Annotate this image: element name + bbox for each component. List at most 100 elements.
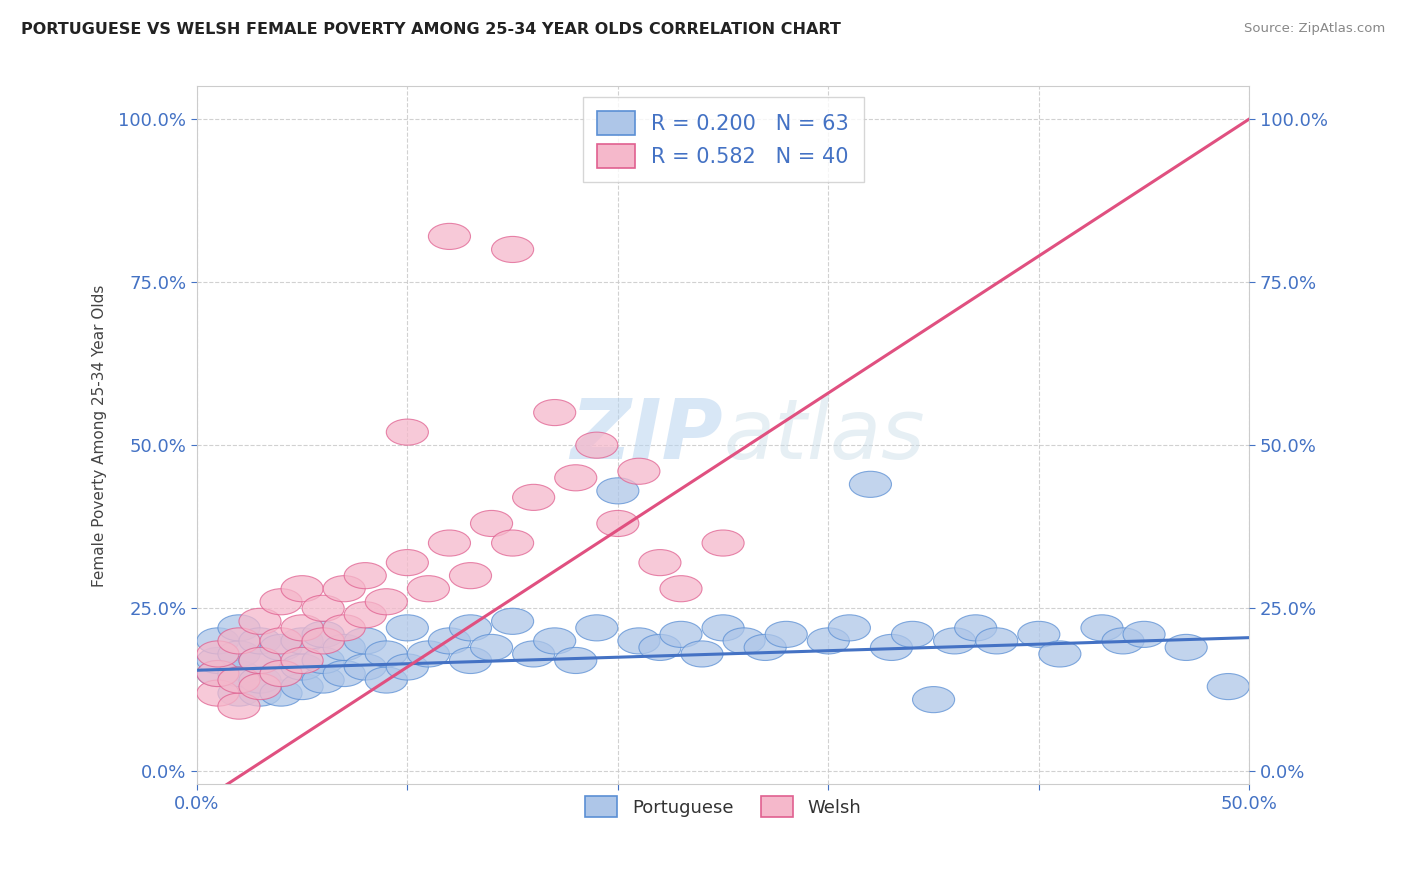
Ellipse shape xyxy=(492,608,534,634)
Ellipse shape xyxy=(218,680,260,706)
Ellipse shape xyxy=(450,563,492,589)
Ellipse shape xyxy=(471,510,513,536)
Ellipse shape xyxy=(702,615,744,640)
Ellipse shape xyxy=(617,458,659,484)
Ellipse shape xyxy=(387,654,429,680)
Ellipse shape xyxy=(302,628,344,654)
Ellipse shape xyxy=(218,667,260,693)
Ellipse shape xyxy=(387,549,429,575)
Ellipse shape xyxy=(976,628,1018,654)
Ellipse shape xyxy=(260,660,302,687)
Ellipse shape xyxy=(239,648,281,673)
Ellipse shape xyxy=(828,615,870,640)
Text: PORTUGUESE VS WELSH FEMALE POVERTY AMONG 25-34 YEAR OLDS CORRELATION CHART: PORTUGUESE VS WELSH FEMALE POVERTY AMONG… xyxy=(21,22,841,37)
Ellipse shape xyxy=(344,602,387,628)
Ellipse shape xyxy=(429,628,471,654)
Ellipse shape xyxy=(450,648,492,673)
Ellipse shape xyxy=(1039,640,1081,667)
Ellipse shape xyxy=(534,628,575,654)
Ellipse shape xyxy=(638,634,681,660)
Ellipse shape xyxy=(281,615,323,640)
Ellipse shape xyxy=(575,432,617,458)
Ellipse shape xyxy=(302,622,344,648)
Ellipse shape xyxy=(239,628,281,654)
Ellipse shape xyxy=(281,673,323,699)
Legend: Portuguese, Welsh: Portuguese, Welsh xyxy=(578,789,869,824)
Ellipse shape xyxy=(1081,615,1123,640)
Ellipse shape xyxy=(596,510,638,536)
Ellipse shape xyxy=(429,223,471,250)
Ellipse shape xyxy=(239,673,281,699)
Ellipse shape xyxy=(955,615,997,640)
Ellipse shape xyxy=(239,680,281,706)
Ellipse shape xyxy=(197,648,239,673)
Ellipse shape xyxy=(870,634,912,660)
Ellipse shape xyxy=(596,478,638,504)
Ellipse shape xyxy=(218,693,260,719)
Ellipse shape xyxy=(513,484,555,510)
Ellipse shape xyxy=(534,400,575,425)
Ellipse shape xyxy=(408,575,450,602)
Ellipse shape xyxy=(344,628,387,654)
Ellipse shape xyxy=(239,608,281,634)
Ellipse shape xyxy=(429,530,471,556)
Ellipse shape xyxy=(638,549,681,575)
Ellipse shape xyxy=(323,575,366,602)
Ellipse shape xyxy=(934,628,976,654)
Ellipse shape xyxy=(323,634,366,660)
Ellipse shape xyxy=(344,654,387,680)
Ellipse shape xyxy=(1166,634,1208,660)
Ellipse shape xyxy=(450,615,492,640)
Ellipse shape xyxy=(702,530,744,556)
Text: atlas: atlas xyxy=(723,395,925,476)
Ellipse shape xyxy=(513,640,555,667)
Ellipse shape xyxy=(471,634,513,660)
Ellipse shape xyxy=(387,419,429,445)
Ellipse shape xyxy=(555,648,596,673)
Ellipse shape xyxy=(492,530,534,556)
Ellipse shape xyxy=(260,628,302,654)
Ellipse shape xyxy=(281,628,323,654)
Ellipse shape xyxy=(807,628,849,654)
Ellipse shape xyxy=(891,622,934,648)
Ellipse shape xyxy=(218,615,260,640)
Ellipse shape xyxy=(912,687,955,713)
Ellipse shape xyxy=(681,640,723,667)
Ellipse shape xyxy=(281,654,323,680)
Ellipse shape xyxy=(260,589,302,615)
Ellipse shape xyxy=(239,667,281,693)
Ellipse shape xyxy=(281,575,323,602)
Ellipse shape xyxy=(1102,628,1144,654)
Ellipse shape xyxy=(197,640,239,667)
Ellipse shape xyxy=(197,628,239,654)
Ellipse shape xyxy=(659,575,702,602)
Ellipse shape xyxy=(659,622,702,648)
Text: Source: ZipAtlas.com: Source: ZipAtlas.com xyxy=(1244,22,1385,36)
Ellipse shape xyxy=(302,595,344,622)
Ellipse shape xyxy=(218,660,260,687)
Ellipse shape xyxy=(387,615,429,640)
Ellipse shape xyxy=(218,628,260,654)
Ellipse shape xyxy=(218,640,260,667)
Ellipse shape xyxy=(260,634,302,660)
Ellipse shape xyxy=(744,634,786,660)
Ellipse shape xyxy=(260,660,302,687)
Ellipse shape xyxy=(617,628,659,654)
Ellipse shape xyxy=(492,236,534,262)
Y-axis label: Female Poverty Among 25-34 Year Olds: Female Poverty Among 25-34 Year Olds xyxy=(93,285,107,587)
Ellipse shape xyxy=(366,640,408,667)
Ellipse shape xyxy=(723,628,765,654)
Ellipse shape xyxy=(344,563,387,589)
Ellipse shape xyxy=(260,680,302,706)
Ellipse shape xyxy=(1208,673,1250,699)
Ellipse shape xyxy=(366,589,408,615)
Ellipse shape xyxy=(408,640,450,667)
Ellipse shape xyxy=(765,622,807,648)
Ellipse shape xyxy=(555,465,596,491)
Ellipse shape xyxy=(302,667,344,693)
Ellipse shape xyxy=(281,648,323,673)
Ellipse shape xyxy=(1018,622,1060,648)
Ellipse shape xyxy=(366,667,408,693)
Ellipse shape xyxy=(1123,622,1166,648)
Ellipse shape xyxy=(239,648,281,673)
